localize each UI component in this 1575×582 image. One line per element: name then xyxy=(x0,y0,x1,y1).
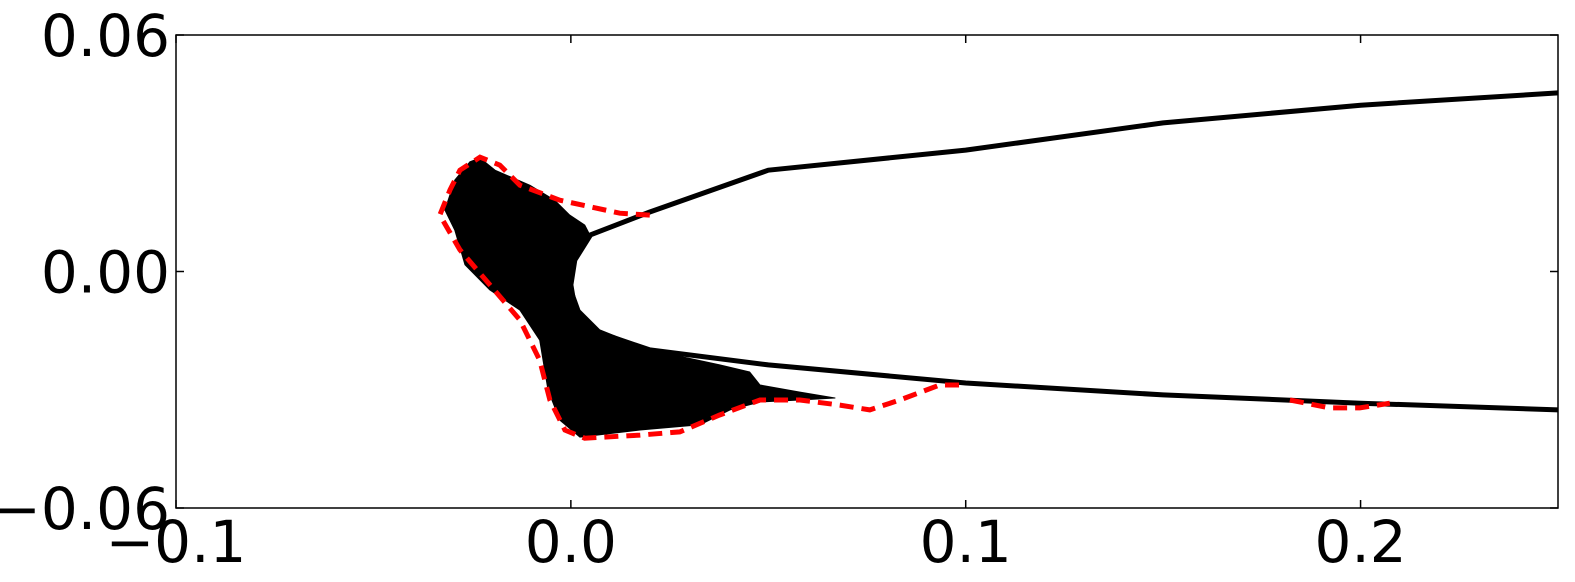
y-tick-label: 0.00 xyxy=(41,239,170,307)
x-tick-label: 0.2 xyxy=(1314,508,1406,576)
x-tick-label: −0.1 xyxy=(106,508,247,576)
dashed-contour xyxy=(437,154,1391,441)
ice-shape xyxy=(444,157,836,438)
y-tick-label: 0.06 xyxy=(41,2,170,70)
y-tick-label: −0.06 xyxy=(0,475,170,543)
x-tick-label: 0.1 xyxy=(920,508,1012,576)
plot-area xyxy=(176,35,1558,508)
x-tick-label: 0.0 xyxy=(525,508,617,576)
airfoil-line xyxy=(568,90,1559,413)
